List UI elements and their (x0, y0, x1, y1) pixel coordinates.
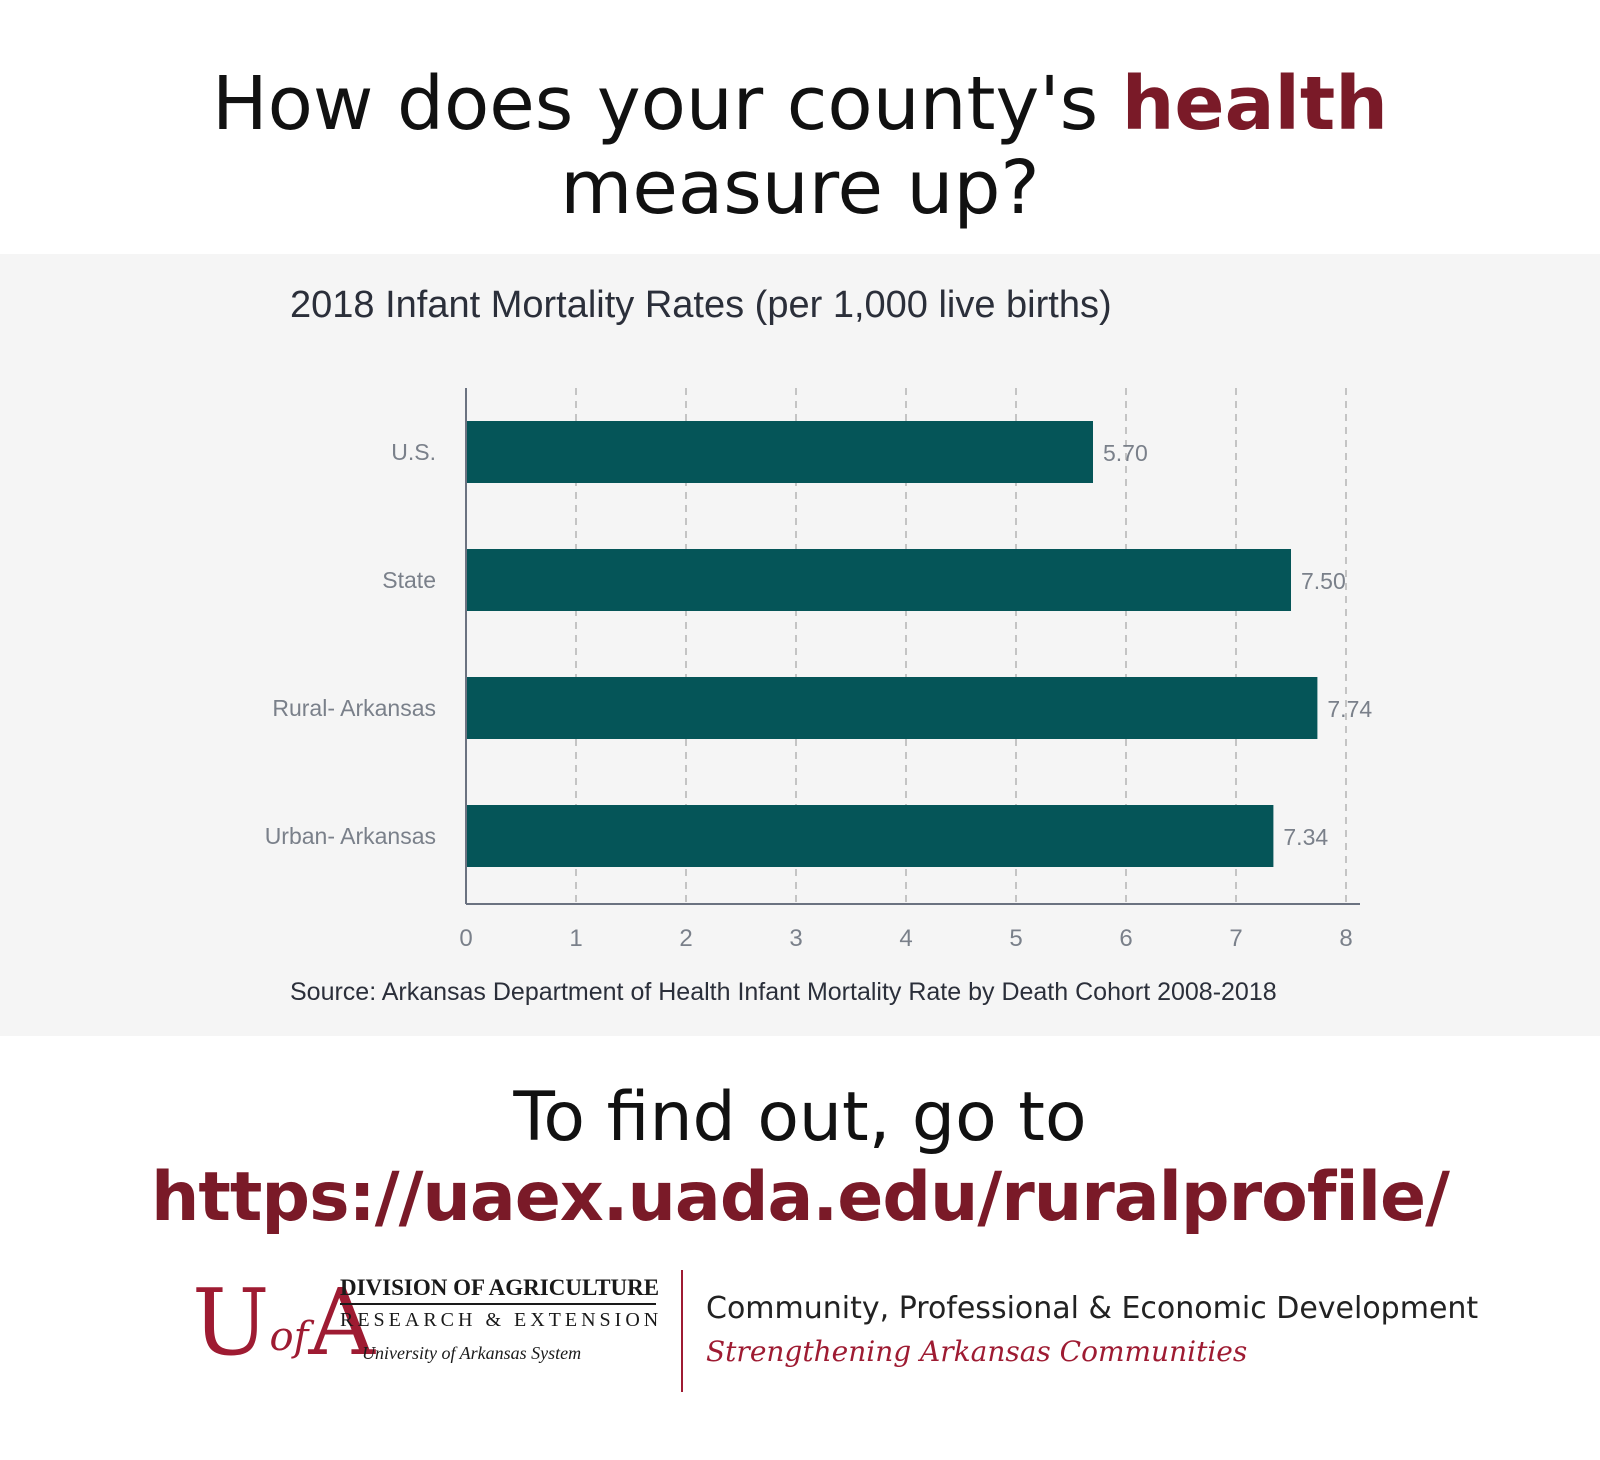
category-label: U.S. (391, 439, 436, 465)
x-tick-label: 3 (789, 925, 802, 952)
value-label: 7.34 (1283, 824, 1328, 850)
category-label: Urban- Arkansas (265, 823, 436, 849)
uofa-logo: UofA (192, 1273, 375, 1373)
x-tick-label: 4 (899, 925, 912, 952)
division-name: DIVISION OF AGRICULTURE (340, 1275, 660, 1300)
value-label: 7.74 (1327, 696, 1372, 722)
headline-highlight: health (1121, 61, 1388, 147)
chart-title: 2018 Infant Mortality Rates (per 1,000 l… (290, 284, 1112, 326)
headline-line-1: How does your county's health (0, 62, 1600, 146)
cta-url-link[interactable]: https://uaex.uada.edu/ruralprofile/ (150, 1158, 1450, 1237)
x-tick-label: 1 (569, 925, 582, 952)
bar-chart: 0 1 2 3 4 5 6 7 8 U.S. 5.70 State 7.50 Rural- Arkansa… (265, 388, 1372, 952)
bar (466, 549, 1291, 611)
uofa-logo-of: of (269, 1314, 309, 1360)
value-label: 7.50 (1301, 568, 1346, 594)
category-label: State (382, 567, 436, 593)
cped-tagline: Strengthening Arkansas Communities (706, 1335, 1248, 1368)
headline-line-2: measure up? (560, 145, 1040, 231)
x-tick-label: 5 (1009, 925, 1022, 952)
bar (466, 677, 1318, 739)
headline-text-1: How does your county's (212, 61, 1122, 147)
uofa-logo-a: A (308, 1269, 375, 1376)
x-tick-label: 7 (1229, 925, 1242, 952)
logo-divider (681, 1270, 683, 1392)
x-tick-label: 8 (1339, 925, 1352, 952)
footer-logos: UofA DIVISION OF AGRICULTURE RESEARCH & … (0, 1265, 1600, 1395)
university-system: University of Arkansas System (362, 1343, 582, 1363)
x-tick-label: 0 (459, 925, 472, 952)
x-tick-label: 2 (679, 925, 692, 952)
cped-title: Community, Professional & Economic Devel… (706, 1291, 1479, 1326)
bar (466, 805, 1274, 867)
research-extension: RESEARCH & EXTENSION (340, 1309, 663, 1331)
call-to-action: To find out, go to https://uaex.uada.edu… (0, 1080, 1600, 1240)
headline: How does your county's health measure up… (0, 62, 1600, 230)
cta-text: To find out, go to (513, 1078, 1087, 1157)
x-tick-label: 6 (1119, 925, 1132, 952)
value-label: 5.70 (1103, 440, 1148, 466)
division-divider (340, 1303, 656, 1305)
chart-source: Source: Arkansas Department of Health In… (290, 978, 1277, 1006)
bar (466, 421, 1093, 483)
uofa-logo-u: U (192, 1269, 270, 1376)
chart-panel: 2018 Infant Mortality Rates (per 1,000 l… (0, 254, 1600, 1036)
category-label: Rural- Arkansas (272, 695, 436, 721)
